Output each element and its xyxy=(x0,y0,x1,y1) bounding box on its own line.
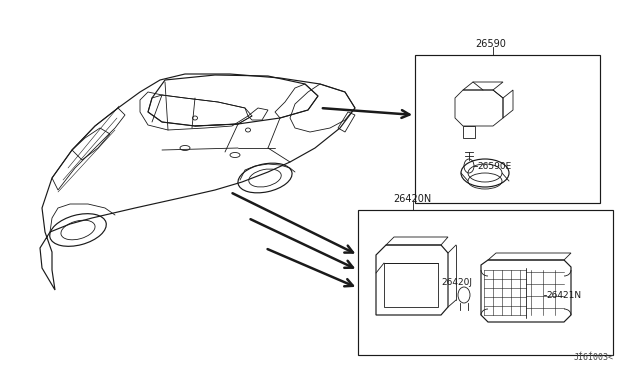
Text: 26421N: 26421N xyxy=(546,291,581,299)
Text: 26590E: 26590E xyxy=(477,161,511,170)
Text: 26420J: 26420J xyxy=(441,278,472,287)
Text: 26420N: 26420N xyxy=(393,194,431,204)
Text: JÍ6Í003<: JÍ6Í003< xyxy=(574,353,614,362)
Bar xyxy=(358,210,613,355)
Text: 26590: 26590 xyxy=(475,39,506,49)
Bar xyxy=(415,55,600,203)
